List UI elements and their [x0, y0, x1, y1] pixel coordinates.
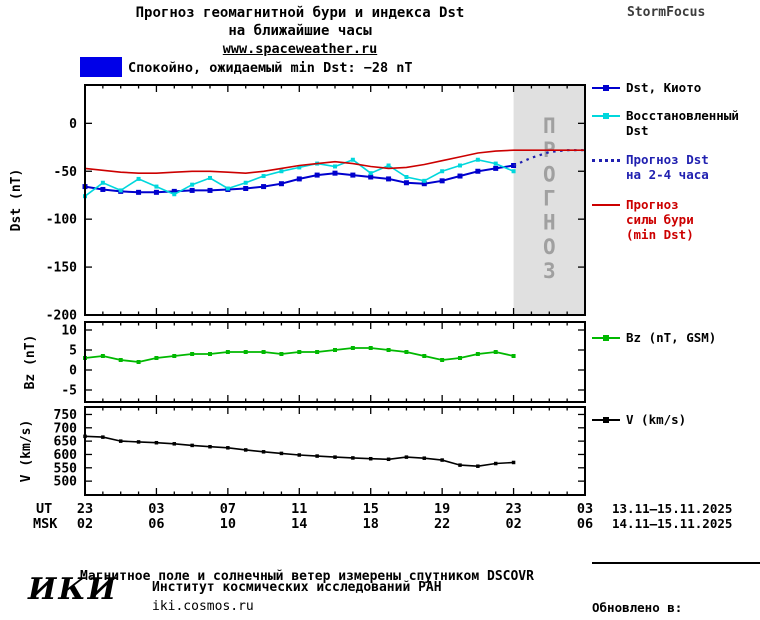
svg-text:600: 600 — [54, 448, 78, 463]
chart-title-block: Прогноз геомагнитной бури и индекса Dst … — [50, 4, 550, 58]
svg-text:14.11–15.11.2025: 14.11–15.11.2025 — [612, 516, 732, 531]
square-marker-icon — [603, 335, 609, 341]
svg-text:V (km/s): V (km/s) — [19, 420, 34, 483]
svg-text:MSK: MSK — [33, 516, 58, 532]
svg-text:Dst (nT): Dst (nT) — [9, 169, 24, 232]
legend-label-forecast-storm-line2: силы бури — [626, 212, 694, 227]
legend-item-dst-kyoto: Dst, Киото — [592, 80, 701, 95]
legend-label-v: V (km/s) — [626, 412, 687, 427]
svg-text:10: 10 — [61, 324, 77, 339]
svg-text:Г: Г — [543, 187, 556, 211]
svg-text:13.11–15.11.2025: 13.11–15.11.2025 — [612, 501, 732, 516]
legend-label-restored-line2: Dst — [626, 123, 649, 138]
svg-text:02: 02 — [77, 516, 93, 532]
iki-site-link[interactable]: iki.cosmos.ru — [152, 599, 254, 614]
svg-text:0: 0 — [69, 117, 77, 132]
svg-text:5: 5 — [69, 344, 77, 359]
legend-label-forecast-dst-line2: на 2-4 часа — [626, 167, 709, 182]
quiet-status-swatch — [80, 57, 122, 77]
svg-text:UT: UT — [36, 501, 52, 517]
footnote-line1: Магнитное поле и солнечный ветер измерен… — [80, 569, 534, 584]
svg-text:23: 23 — [505, 501, 521, 517]
legend-label-forecast-dst-line1: Прогноз Dst — [626, 152, 709, 167]
svg-text:02: 02 — [505, 516, 521, 532]
svg-text:О: О — [543, 235, 556, 259]
svg-text:П: П — [543, 114, 556, 138]
svg-text:11: 11 — [291, 501, 307, 517]
svg-text:650: 650 — [54, 435, 78, 450]
svg-text:06: 06 — [577, 516, 593, 532]
measurement-footnote: Магнитное поле и солнечный ветер измерен… — [80, 534, 534, 620]
svg-text:03: 03 — [148, 501, 164, 517]
svg-text:23: 23 — [77, 501, 93, 517]
svg-text:19: 19 — [434, 501, 450, 517]
svg-text:-100: -100 — [46, 213, 77, 228]
updated-label: Обновлено в: — [592, 600, 683, 615]
restored-dst-line-marker-icon — [592, 113, 620, 119]
svg-text:18: 18 — [363, 516, 379, 532]
svg-text:О: О — [543, 162, 556, 186]
legend-item-v: V (km/s) — [592, 412, 686, 427]
svg-text:10: 10 — [220, 516, 236, 532]
legend-label-forecast-storm-line1: Прогноз — [626, 197, 679, 212]
legend-label-forecast-storm-line3: (min Dst) — [626, 227, 694, 242]
page-title-line2: на ближайшие часы — [228, 23, 372, 39]
updated-block: Обновлено в: UT 23:05, 14.11.2025 MSK 02… — [592, 562, 760, 620]
legend-item-forecast-storm: Прогноз силы бури (min Dst) — [592, 197, 694, 242]
svg-text:-200: -200 — [46, 309, 77, 324]
svg-text:07: 07 — [220, 501, 236, 517]
iki-logo: ИКИ — [28, 572, 118, 607]
svg-text:З: З — [543, 259, 556, 283]
svg-text:500: 500 — [54, 475, 78, 490]
legend-item-restored-dst: Восстановленный Dst — [592, 108, 739, 138]
page-title-line1: Прогноз геомагнитной бури и индекса Dst — [135, 5, 465, 21]
forecast-storm-line-icon — [592, 204, 620, 206]
quiet-status-text: Спокойно, ожидаемый min Dst: −28 nT — [128, 60, 413, 76]
svg-text:Bz (nT): Bz (nT) — [23, 335, 38, 390]
legend-label-bz: Bz (nT, GSM) — [626, 330, 717, 345]
svg-text:-5: -5 — [61, 384, 77, 399]
legend-label-restored-line1: Восстановленный — [626, 108, 739, 123]
svg-text:750: 750 — [54, 408, 78, 423]
dst-kyoto-line-marker-icon — [592, 85, 620, 91]
square-marker-icon — [603, 85, 609, 91]
legend-label-dst-kyoto: Dst, Киото — [626, 80, 702, 95]
square-marker-icon — [603, 113, 609, 119]
svg-text:0: 0 — [69, 364, 77, 379]
bz-line-marker-icon — [592, 335, 620, 341]
svg-text:-150: -150 — [46, 261, 77, 276]
svg-text:06: 06 — [148, 516, 164, 532]
stormfocus-brand: StormFocus — [627, 5, 706, 20]
svg-text:550: 550 — [54, 461, 78, 476]
svg-text:15: 15 — [363, 501, 379, 517]
svg-text:700: 700 — [54, 421, 78, 436]
square-marker-icon — [603, 417, 609, 423]
v-line-marker-icon — [592, 417, 620, 423]
legend-item-bz: Bz (nT, GSM) — [592, 330, 716, 345]
svg-text:14: 14 — [291, 516, 307, 532]
svg-text:22: 22 — [434, 516, 450, 532]
svg-text:Н: Н — [543, 211, 556, 235]
institute-name: Институт космических исследований РАН — [152, 580, 442, 595]
spaceweather-link[interactable]: www.spaceweather.ru — [222, 41, 378, 57]
legend-item-forecast-dst: Прогноз Dst на 2-4 часа — [592, 152, 709, 182]
svg-text:-50: -50 — [54, 165, 78, 180]
forecast-dst-dotted-line-icon — [592, 159, 620, 162]
svg-text:03: 03 — [577, 501, 593, 517]
